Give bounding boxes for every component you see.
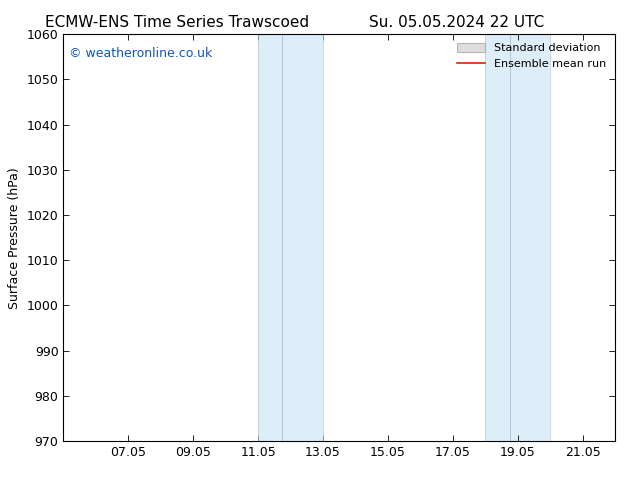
- Legend: Standard deviation, Ensemble mean run: Standard deviation, Ensemble mean run: [454, 40, 609, 73]
- Bar: [258, 34, 282, 441]
- Text: Su. 05.05.2024 22 UTC: Su. 05.05.2024 22 UTC: [369, 15, 544, 30]
- Text: © weatheronline.co.uk: © weatheronline.co.uk: [69, 47, 212, 59]
- Bar: [510, 34, 550, 441]
- Bar: [485, 34, 510, 441]
- Y-axis label: Surface Pressure (hPa): Surface Pressure (hPa): [8, 167, 21, 309]
- Bar: [282, 34, 323, 441]
- Text: ECMW-ENS Time Series Trawscoed: ECMW-ENS Time Series Trawscoed: [46, 15, 309, 30]
